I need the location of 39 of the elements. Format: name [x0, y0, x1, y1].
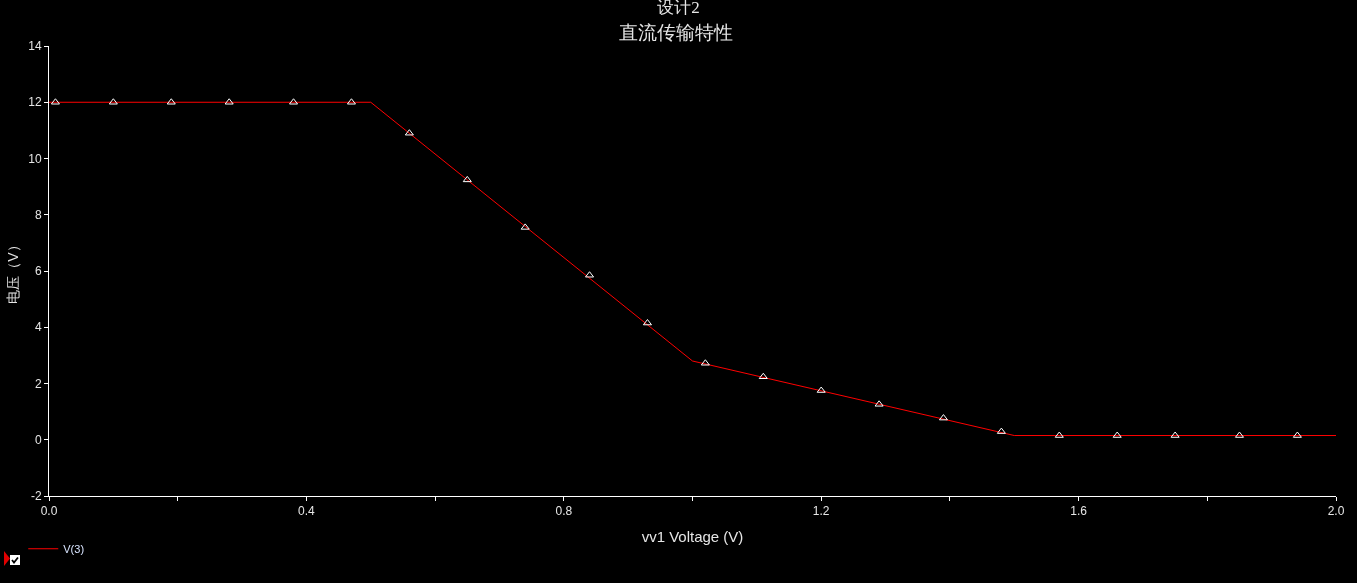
- point: [346, 98, 356, 105]
- x-tick-label: 0.0: [40, 504, 58, 519]
- x-tick-label: 2.0: [1327, 504, 1345, 519]
- point: [700, 359, 710, 366]
- point: [938, 414, 948, 421]
- y-tick-label: 14: [28, 39, 42, 54]
- point: [108, 98, 118, 105]
- y-tick-label: 6: [34, 264, 42, 279]
- y-tick-label: 8: [34, 207, 42, 222]
- x-tick-label: 1.6: [1070, 504, 1088, 519]
- point: [1112, 431, 1122, 438]
- y-tick-label: 12: [28, 95, 42, 110]
- point: [224, 98, 234, 105]
- point: [816, 386, 826, 393]
- point: [1292, 431, 1302, 438]
- point: [404, 129, 414, 136]
- y-tick-label: 4: [34, 320, 42, 335]
- x-tick-label: 0.4: [298, 504, 316, 519]
- point: [50, 98, 60, 105]
- point: [874, 400, 884, 407]
- point: [520, 223, 530, 230]
- y-tick-label: 10: [28, 151, 42, 166]
- chart-subtitle: 直流传输特性: [619, 22, 733, 43]
- x-axis-title: vv1 Voltage (V): [641, 528, 744, 546]
- point: [166, 98, 176, 105]
- y-tick-label: -2: [30, 489, 42, 504]
- point: [1054, 431, 1064, 438]
- x-tick-label: 0.8: [555, 504, 573, 519]
- x-tick-label: 1.2: [812, 504, 830, 519]
- point: [1170, 431, 1180, 438]
- legend-label: V(3): [63, 543, 85, 556]
- y-tick-label: 0: [34, 432, 42, 447]
- point: [585, 271, 595, 278]
- y-tick-label: 2: [34, 376, 42, 391]
- y-axis-title: 电压（V）: [4, 238, 21, 304]
- point: [462, 175, 472, 183]
- point: [642, 319, 652, 326]
- point: [996, 427, 1006, 434]
- point: [758, 372, 768, 379]
